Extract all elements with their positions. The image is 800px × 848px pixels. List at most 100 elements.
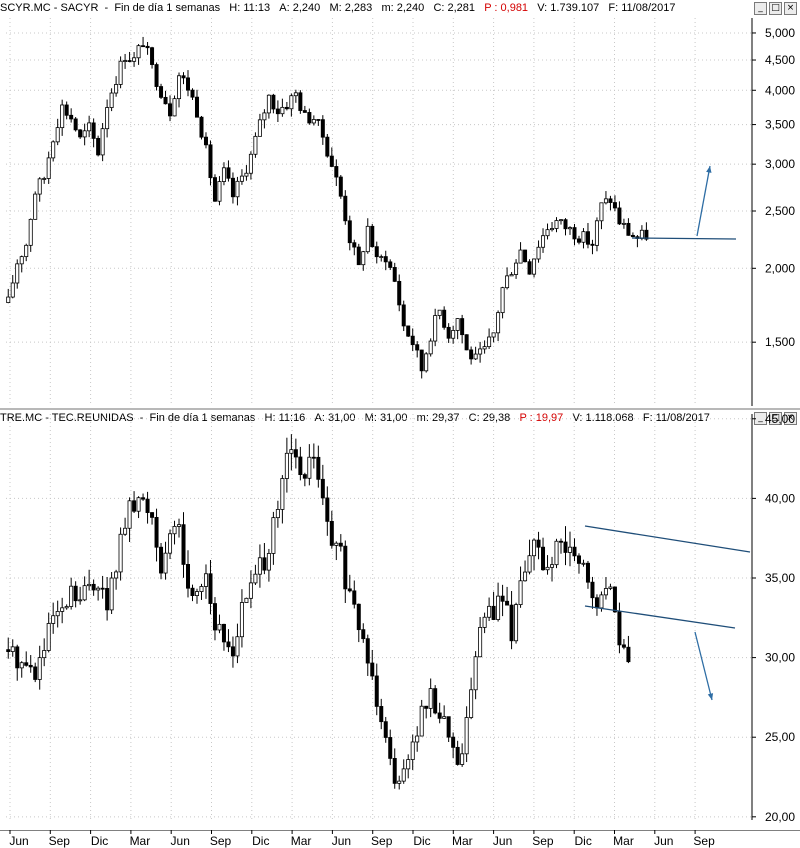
candle-body-down: [451, 736, 456, 748]
candle: [172, 95, 177, 117]
candle-body-down: [585, 231, 590, 245]
candle-body-up: [482, 346, 487, 350]
candle: [141, 36, 146, 48]
candle: [576, 553, 581, 574]
candle-body-down: [356, 603, 361, 631]
candle-body-up: [10, 646, 15, 652]
candle: [177, 72, 182, 108]
minimize-button[interactable]: _: [754, 2, 767, 15]
candle: [64, 604, 69, 610]
candle: [51, 140, 56, 162]
candle-body-up: [559, 219, 564, 222]
candle: [244, 165, 249, 181]
candle: [437, 702, 442, 724]
candle: [527, 539, 532, 575]
candle-body-up: [365, 225, 370, 253]
candle-body-up: [109, 92, 114, 108]
tre-high: M: 31,00: [364, 412, 408, 424]
candle: [28, 655, 33, 673]
y-tick-label: 4,000: [765, 83, 795, 97]
candle: [24, 651, 29, 667]
candle: [266, 94, 271, 119]
candle-body-up: [442, 716, 447, 719]
candle: [487, 597, 492, 622]
candle: [37, 645, 42, 690]
candle-body-down: [437, 712, 442, 719]
candle: [311, 443, 316, 469]
candle: [168, 95, 173, 122]
restore-button[interactable]: □: [769, 412, 782, 425]
candle: [550, 222, 555, 232]
candle: [415, 726, 420, 752]
candle-body-up: [514, 262, 519, 275]
candle: [248, 570, 253, 609]
panel-divider[interactable]: [0, 408, 800, 410]
x-tick-label: Dic: [91, 834, 108, 848]
candle-body-up: [415, 735, 420, 743]
candle-body-up: [203, 573, 208, 587]
candle-body-down: [563, 219, 568, 230]
tre-period: Fin de día 1 semanas: [149, 412, 256, 424]
candle-body-up: [500, 287, 505, 314]
candle: [392, 262, 397, 283]
candle-body-down: [361, 629, 366, 640]
sacyr-chart-panel[interactable]: SCYR.MC - SACYR - Fin de día 1 semanas H…: [0, 0, 800, 408]
candle-body-up: [280, 106, 285, 115]
candle: [109, 88, 114, 112]
candle-body-down: [271, 94, 276, 110]
close-button[interactable]: ×: [784, 412, 797, 425]
candle-body-up: [464, 717, 469, 755]
candle: [15, 644, 20, 681]
candle: [230, 636, 235, 668]
restore-button[interactable]: □: [769, 2, 782, 15]
candle-body-down: [132, 500, 137, 512]
candle: [594, 594, 599, 616]
candle: [325, 486, 330, 536]
candle-body-up: [136, 497, 141, 512]
candle: [172, 520, 177, 545]
candle: [554, 538, 559, 569]
candle-body-up: [599, 594, 604, 609]
candle-body-down: [64, 104, 69, 116]
candle: [235, 176, 240, 206]
candle-body-up: [334, 542, 339, 546]
candle: [630, 232, 635, 238]
candle: [603, 191, 608, 205]
tre-open: A: 31,00: [314, 412, 356, 424]
candle: [60, 99, 65, 136]
candle-body-up: [478, 627, 483, 658]
candle-body-down: [307, 112, 312, 124]
candle-body-up: [262, 112, 267, 121]
candle-body-up: [132, 57, 137, 62]
x-tick-label: Jun: [493, 834, 512, 848]
candle-body-down: [325, 497, 330, 522]
candle: [460, 314, 465, 344]
candle: [509, 272, 514, 277]
candle-body-up: [239, 602, 244, 638]
candle: [455, 318, 460, 340]
tre-close: C: 29,38: [468, 412, 511, 424]
candle-body-down: [576, 238, 581, 243]
candle: [69, 577, 74, 610]
candle-body-up: [266, 94, 271, 114]
candle-body-up: [114, 571, 119, 579]
candle: [55, 600, 60, 628]
candle-body-up: [437, 309, 442, 316]
candle-body-up: [518, 580, 523, 606]
candle-body-down: [159, 546, 164, 574]
candle: [455, 740, 460, 766]
candle-body-down: [293, 449, 298, 458]
sacyr-close: C: 2,281: [433, 2, 476, 14]
candle: [46, 612, 51, 653]
x-tick-label: Sep: [693, 834, 715, 848]
candle: [42, 176, 47, 184]
y-tick-label: 3,500: [765, 118, 795, 132]
candle: [505, 267, 510, 290]
candle: [383, 250, 388, 271]
candle-body-up: [518, 249, 523, 264]
tecreunidas-chart-panel[interactable]: TRE.MC - TEC.REUNIDAS - Fin de día 1 sem…: [0, 410, 800, 830]
candle: [159, 83, 164, 99]
candle: [302, 472, 307, 487]
close-button[interactable]: ×: [784, 2, 797, 15]
candle: [338, 534, 343, 552]
